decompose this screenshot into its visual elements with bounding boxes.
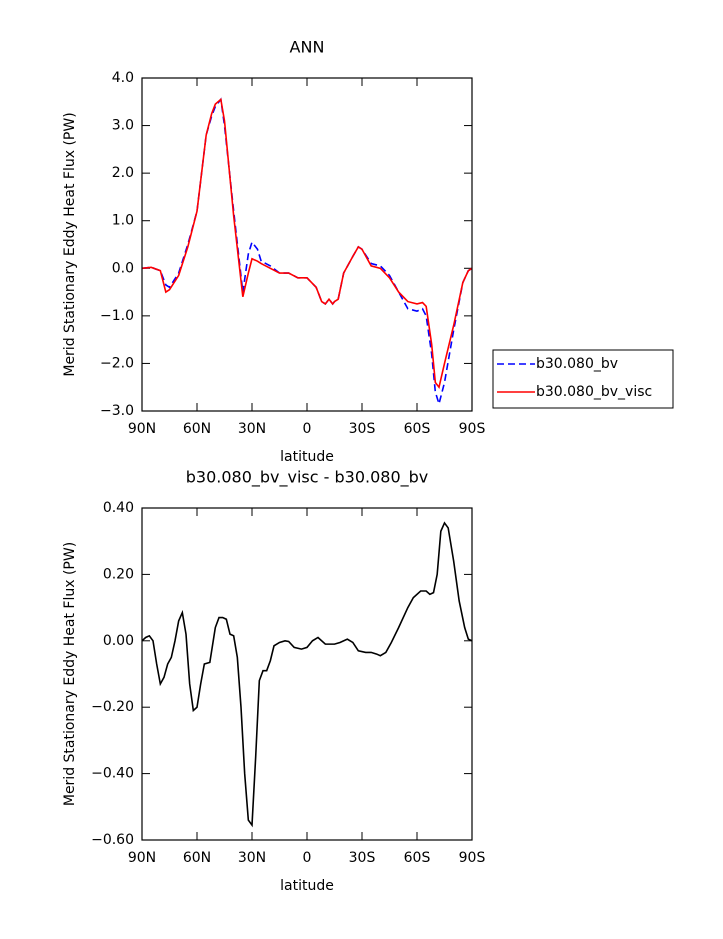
x-tick-label: 90S (459, 850, 486, 866)
chart-title: b30.080_bv_visc - b30.080_bv (186, 468, 429, 488)
legend-label: b30.080_bv (536, 356, 618, 372)
y-tick-label: −2.0 (100, 355, 134, 371)
x-tick-label: 90S (459, 421, 486, 437)
x-tick-label: 90N (128, 421, 156, 437)
y-tick-label: −0.60 (91, 832, 134, 848)
y-tick-label: 1.0 (112, 213, 134, 229)
y-tick-label: 0.20 (103, 566, 134, 582)
y-tick-label: −1.0 (100, 308, 134, 324)
y-tick-label: −3.0 (100, 403, 134, 419)
y-tick-label: 0.00 (103, 633, 134, 649)
plot-frame (141, 507, 473, 841)
y-axis-label: Merid Stationary Eddy Heat Flux (PW) (62, 542, 78, 806)
data-line (141, 97, 473, 390)
y-tick-label: −0.40 (91, 766, 134, 782)
x-tick-label: 60N (183, 850, 211, 866)
data-line (141, 521, 473, 828)
x-axis-label: latitude (280, 878, 334, 894)
legend-box (492, 349, 674, 409)
x-tick-label: 60S (404, 850, 431, 866)
x-tick-label: 30S (349, 421, 376, 437)
x-tick-label: 60N (183, 421, 211, 437)
y-tick-label: 4.0 (112, 70, 134, 86)
x-tick-label: 60S (404, 421, 431, 437)
x-tick-label: 0 (303, 421, 312, 437)
x-tick-label: 0 (303, 850, 312, 866)
x-tick-label: 30N (238, 421, 266, 437)
plot-frame (141, 77, 473, 412)
y-tick-label: 0.40 (103, 500, 134, 516)
y-tick-label: −0.20 (91, 699, 134, 715)
y-tick-label: 0.0 (112, 260, 134, 276)
data-line (141, 97, 473, 407)
x-axis-label: latitude (280, 449, 334, 465)
chart-title: ANN (290, 38, 325, 57)
x-tick-label: 90N (128, 850, 156, 866)
x-tick-label: 30S (349, 850, 376, 866)
y-tick-label: 2.0 (112, 165, 134, 181)
y-tick-label: 3.0 (112, 118, 134, 134)
y-axis-label: Merid Stationary Eddy Heat Flux (PW) (62, 112, 78, 376)
x-tick-label: 30N (238, 850, 266, 866)
legend-label: b30.080_bv_visc (536, 384, 652, 400)
